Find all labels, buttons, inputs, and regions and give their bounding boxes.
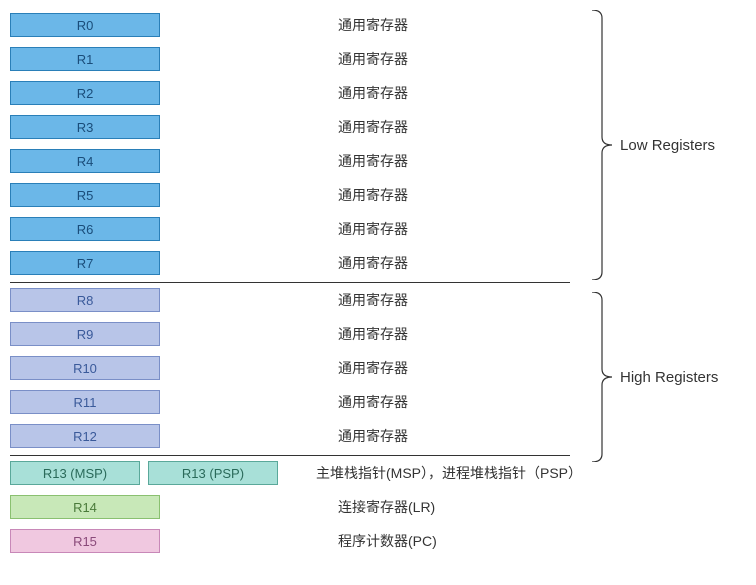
low-reg-desc-2: 通用寄存器 [338, 83, 408, 103]
low-reg-row-6: R6 通用寄存器 [10, 214, 582, 244]
high-reg-row-2: R10 通用寄存器 [10, 353, 582, 383]
low-reg-box-r0: R0 [10, 13, 160, 37]
register-list: R0 通用寄存器 R1 通用寄存器 R2 通用寄存器 R3 通用寄存器 R4 通用寄存器 R5 通用寄… [10, 10, 582, 560]
low-reg-desc-1: 通用寄存器 [338, 49, 408, 69]
low-reg-desc-5: 通用寄存器 [338, 185, 408, 205]
r13-msp-box: R13 (MSP) [10, 461, 140, 485]
high-reg-box-r8: R8 [10, 288, 160, 312]
r15-row: R15 程序计数器(PC) [10, 526, 582, 556]
low-reg-box-r1: R1 [10, 47, 160, 71]
r15-box: R15 [10, 529, 160, 553]
r13-msp-label: R13 (MSP) [43, 466, 107, 481]
low-reg-label-r1: R1 [77, 52, 94, 67]
low-reg-label-r3: R3 [77, 120, 94, 135]
low-reg-row-5: R5 通用寄存器 [10, 180, 582, 210]
r13-row: R13 (MSP) R13 (PSP) 主堆栈指针(MSP），进程堆栈指针（PS… [10, 458, 582, 488]
low-reg-box-r5: R5 [10, 183, 160, 207]
register-diagram: R0 通用寄存器 R1 通用寄存器 R2 通用寄存器 R3 通用寄存器 R4 通用寄存器 R5 通用寄… [10, 10, 746, 560]
high-reg-label-r8: R8 [77, 293, 94, 308]
r14-desc: 连接寄存器(LR) [338, 497, 435, 517]
r15-label: R15 [73, 534, 97, 549]
low-reg-desc-4: 通用寄存器 [338, 151, 408, 171]
r13-psp-box: R13 (PSP) [148, 461, 278, 485]
high-reg-desc-4: 通用寄存器 [338, 426, 408, 446]
low-reg-label-r6: R6 [77, 222, 94, 237]
low-reg-row-7: R7 通用寄存器 [10, 248, 582, 278]
low-reg-row-0: R0 通用寄存器 [10, 10, 582, 40]
high-reg-desc-3: 通用寄存器 [338, 392, 408, 412]
high-reg-row-0: R8 通用寄存器 [10, 285, 582, 315]
r14-box: R14 [10, 495, 160, 519]
divider-high-special [10, 455, 570, 456]
low-reg-label-r0: R0 [77, 18, 94, 33]
low-reg-desc-0: 通用寄存器 [338, 15, 408, 35]
low-reg-row-2: R2 通用寄存器 [10, 78, 582, 108]
low-reg-row-4: R4 通用寄存器 [10, 146, 582, 176]
low-reg-label-r5: R5 [77, 188, 94, 203]
high-reg-label-r10: R10 [73, 361, 97, 376]
low-reg-box-r4: R4 [10, 149, 160, 173]
high-reg-row-3: R11 通用寄存器 [10, 387, 582, 417]
low-reg-desc-6: 通用寄存器 [338, 219, 408, 239]
low-reg-desc-3: 通用寄存器 [338, 117, 408, 137]
high-reg-desc-2: 通用寄存器 [338, 358, 408, 378]
low-reg-row-1: R1 通用寄存器 [10, 44, 582, 74]
high-reg-label-r11: R11 [74, 395, 97, 410]
high-reg-box-r12: R12 [10, 424, 160, 448]
r13-psp-label: R13 (PSP) [182, 466, 244, 481]
high-reg-desc-0: 通用寄存器 [338, 290, 408, 310]
low-reg-row-3: R3 通用寄存器 [10, 112, 582, 142]
high-reg-row-4: R12 通用寄存器 [10, 421, 582, 451]
r13-desc: 主堆栈指针(MSP），进程堆栈指针（PSP） [316, 463, 582, 483]
low-reg-box-r6: R6 [10, 217, 160, 241]
low-registers-label: Low Registers [620, 137, 715, 154]
low-reg-label-r4: R4 [77, 154, 94, 169]
low-reg-box-r3: R3 [10, 115, 160, 139]
high-reg-label-r9: R9 [77, 327, 94, 342]
low-reg-desc-7: 通用寄存器 [338, 253, 408, 273]
high-reg-box-r9: R9 [10, 322, 160, 346]
high-reg-label-r12: R12 [73, 429, 97, 444]
low-brace-icon [592, 10, 612, 280]
high-reg-desc-1: 通用寄存器 [338, 324, 408, 344]
high-registers-label: High Registers [620, 369, 718, 386]
low-brace-group: Low Registers [592, 10, 715, 280]
high-brace-icon [592, 292, 612, 462]
low-reg-box-r2: R2 [10, 81, 160, 105]
high-reg-row-1: R9 通用寄存器 [10, 319, 582, 349]
low-reg-label-r2: R2 [77, 86, 94, 101]
low-reg-box-r7: R7 [10, 251, 160, 275]
high-reg-box-r11: R11 [10, 390, 160, 414]
divider-low-high [10, 282, 570, 283]
low-reg-label-r7: R7 [77, 256, 94, 271]
r15-desc: 程序计数器(PC) [338, 531, 437, 551]
high-brace-group: High Registers [592, 292, 718, 462]
r14-row: R14 连接寄存器(LR) [10, 492, 582, 522]
r14-label: R14 [73, 500, 97, 515]
high-reg-box-r10: R10 [10, 356, 160, 380]
